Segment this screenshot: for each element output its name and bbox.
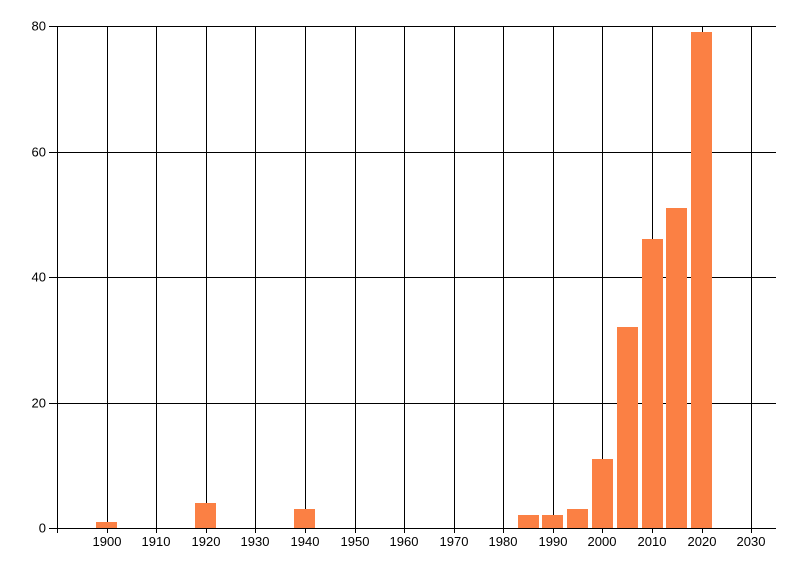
bar-2010 <box>642 239 663 528</box>
x-gridline <box>404 26 405 533</box>
x-tick-label: 1970 <box>439 534 469 549</box>
x-gridline <box>454 26 455 533</box>
bar-1990 <box>542 515 563 528</box>
x-tick-label: 1940 <box>290 534 320 549</box>
x-tick-label: 2020 <box>687 534 717 549</box>
bar-2020 <box>691 32 712 528</box>
x-axis-line <box>49 528 776 529</box>
x-tick-label: 1980 <box>488 534 518 549</box>
bar-2015 <box>666 208 687 528</box>
x-gridline <box>107 26 108 533</box>
bar-2005 <box>617 327 638 528</box>
y-gridline <box>49 26 776 27</box>
x-gridline <box>57 26 58 533</box>
x-gridline <box>305 26 306 533</box>
x-tick-label: 1990 <box>538 534 568 549</box>
y-gridline <box>49 152 776 153</box>
x-gridline <box>255 26 256 533</box>
x-tick-label: 2030 <box>736 534 766 549</box>
x-gridline <box>156 26 157 533</box>
x-tick-label: 1950 <box>340 534 370 549</box>
bar-1985 <box>518 515 539 528</box>
x-gridline <box>751 26 752 533</box>
x-tick-label: 1930 <box>240 534 270 549</box>
y-gridline <box>49 403 776 404</box>
x-gridline <box>503 26 504 533</box>
y-tick-label: 60 <box>31 144 46 160</box>
y-tick-label: 40 <box>31 269 46 285</box>
x-gridline <box>553 26 554 533</box>
y-gridline <box>49 277 776 278</box>
bar-1940 <box>294 509 315 528</box>
x-gridline <box>355 26 356 533</box>
x-tick-label: 2010 <box>637 534 667 549</box>
x-tick-label: 1900 <box>92 534 122 549</box>
y-tick-label: 20 <box>31 395 46 411</box>
x-gridline <box>602 26 603 533</box>
x-gridline <box>206 26 207 533</box>
y-tick-label: 0 <box>38 520 46 536</box>
x-tick-label: 2000 <box>587 534 617 549</box>
bar-1995 <box>567 509 588 528</box>
x-tick-label: 1920 <box>191 534 221 549</box>
bar-2000 <box>592 459 613 528</box>
bar-1900 <box>96 522 117 528</box>
x-tick-label: 1910 <box>141 534 171 549</box>
y-tick-label: 80 <box>31 18 46 34</box>
bar-1920 <box>195 503 216 528</box>
x-tick-label: 1960 <box>389 534 419 549</box>
